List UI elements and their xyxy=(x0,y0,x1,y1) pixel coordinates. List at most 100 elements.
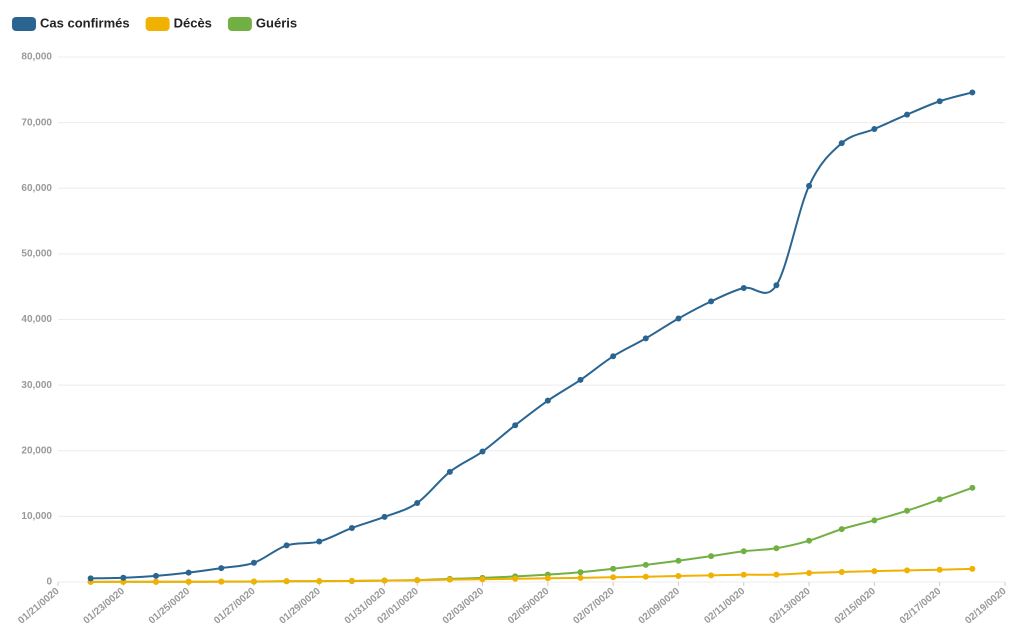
legend-label: Cas confirmés xyxy=(40,15,130,30)
data-point xyxy=(446,576,453,583)
data-point xyxy=(904,111,911,118)
data-point xyxy=(381,513,388,520)
data-point xyxy=(936,566,943,573)
x-tick-label: 01/23/0020 xyxy=(82,586,128,627)
data-point xyxy=(316,578,323,585)
data-point xyxy=(675,557,682,564)
data-point xyxy=(904,567,911,574)
data-point xyxy=(871,517,878,524)
data-point xyxy=(152,572,159,579)
data-point xyxy=(708,298,715,305)
data-point xyxy=(773,571,780,578)
y-tick-label: 40,000 xyxy=(21,314,52,325)
y-tick-label: 30,000 xyxy=(21,380,52,391)
data-point xyxy=(316,538,323,545)
data-point xyxy=(479,448,486,455)
data-point xyxy=(87,575,94,582)
data-point xyxy=(446,468,453,475)
x-tick-label: 01/21/0020 xyxy=(16,586,62,627)
data-point xyxy=(675,573,682,580)
data-point xyxy=(414,577,421,584)
data-point xyxy=(512,575,519,582)
y-tick-label: 50,000 xyxy=(21,249,52,260)
data-point xyxy=(871,125,878,132)
data-point xyxy=(250,578,257,585)
data-point xyxy=(577,376,584,383)
data-point xyxy=(936,98,943,105)
data-point xyxy=(250,559,257,566)
data-point xyxy=(283,578,290,585)
x-tick-label: 02/15/0020 xyxy=(833,586,879,627)
data-point xyxy=(610,565,617,572)
legend-label: Décès xyxy=(174,15,212,30)
x-tick-label: 02/19/0020 xyxy=(963,586,1009,627)
data-point xyxy=(740,548,747,555)
data-point xyxy=(610,574,617,581)
x-tick-label: 02/17/0020 xyxy=(898,586,944,627)
data-point xyxy=(185,569,192,576)
data-point xyxy=(348,577,355,584)
data-point xyxy=(544,397,551,404)
y-tick-label: 10,000 xyxy=(21,511,52,522)
data-point xyxy=(871,568,878,575)
data-point xyxy=(577,574,584,581)
data-point xyxy=(904,507,911,514)
y-tick-label: 0 xyxy=(46,577,52,588)
y-tick-label: 60,000 xyxy=(21,183,52,194)
series-line xyxy=(90,567,973,583)
y-tick-label: 20,000 xyxy=(21,445,52,456)
data-point xyxy=(675,315,682,322)
data-point xyxy=(936,496,943,503)
data-point xyxy=(838,140,845,147)
data-point xyxy=(838,569,845,576)
data-point xyxy=(642,335,649,342)
data-point xyxy=(969,565,976,572)
legend-swatch xyxy=(145,17,170,31)
data-point xyxy=(577,569,584,576)
y-tick-label: 80,000 xyxy=(21,52,52,63)
data-point xyxy=(610,353,617,360)
data-point xyxy=(969,89,976,96)
data-point xyxy=(773,282,780,289)
data-point xyxy=(806,537,813,544)
x-tick-label: 02/09/0020 xyxy=(637,586,683,627)
x-tick-label: 01/25/0020 xyxy=(147,586,193,627)
data-point xyxy=(185,578,192,585)
data-point xyxy=(806,570,813,577)
data-point xyxy=(218,565,225,572)
x-tick-label: 01/29/0020 xyxy=(277,586,323,627)
x-tick-label: 02/05/0020 xyxy=(506,586,552,627)
data-point xyxy=(479,576,486,583)
x-tick-label: 01/27/0020 xyxy=(212,586,258,627)
x-tick-label: 02/13/0020 xyxy=(767,586,813,627)
data-point xyxy=(120,578,127,585)
legend: Cas confirmés Décès Guéris xyxy=(12,15,297,31)
data-point xyxy=(740,571,747,578)
x-tick-label: 02/07/0020 xyxy=(571,586,617,627)
data-point xyxy=(740,284,747,291)
data-point xyxy=(512,422,519,429)
data-point xyxy=(283,542,290,549)
data-point xyxy=(544,575,551,582)
data-point xyxy=(642,561,649,568)
data-point xyxy=(969,484,976,491)
data-point xyxy=(120,574,127,581)
data-point xyxy=(414,500,421,507)
y-tick-label: 70,000 xyxy=(21,117,52,128)
series-line xyxy=(90,91,973,580)
data-point xyxy=(806,182,813,189)
data-point xyxy=(348,524,355,531)
legend-swatch xyxy=(12,17,36,31)
data-point xyxy=(838,526,845,533)
data-point xyxy=(152,578,159,585)
legend-label: Guéris xyxy=(256,15,297,30)
data-point xyxy=(381,577,388,584)
data-point xyxy=(773,545,780,552)
data-point xyxy=(642,573,649,580)
data-point xyxy=(218,578,225,585)
data-point xyxy=(708,553,715,560)
data-point xyxy=(708,572,715,579)
x-tick-label: 02/03/0020 xyxy=(441,586,487,627)
legend-swatch xyxy=(227,17,252,31)
